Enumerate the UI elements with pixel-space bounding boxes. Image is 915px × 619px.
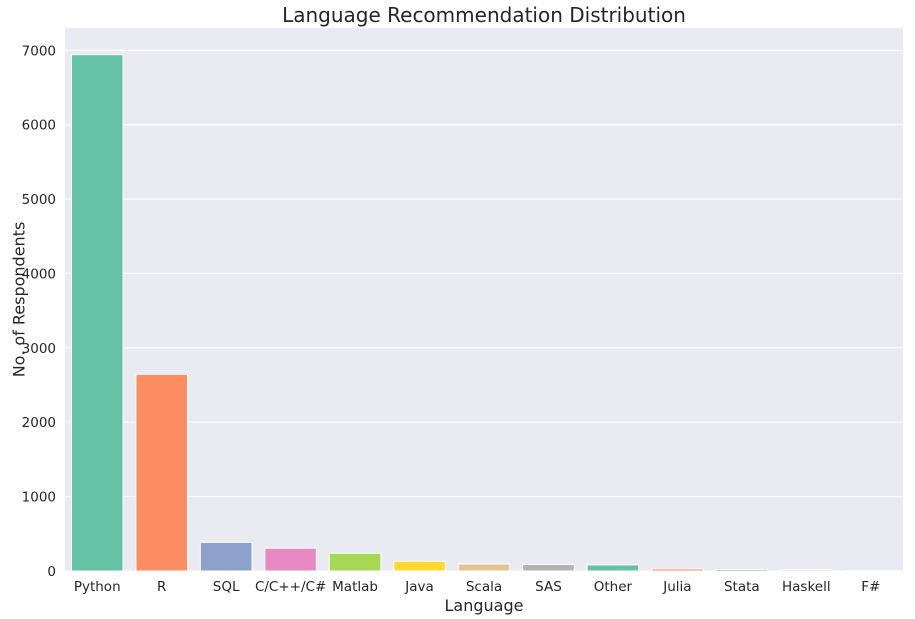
x-tick-label: SAS [535, 579, 562, 595]
y-tick-label: 6000 [22, 118, 56, 134]
plot-area [65, 28, 903, 571]
bars [70, 54, 898, 572]
x-tick-label: R [157, 579, 166, 595]
y-tick-label: 1000 [22, 490, 56, 506]
y-axis-label: No. of Respondents [10, 222, 29, 378]
bar-julia [651, 568, 704, 572]
bar-stata [715, 568, 769, 572]
x-tick-label: Matlab [332, 579, 378, 595]
y-tick-label: 7000 [22, 43, 56, 59]
y-tick-label: 5000 [22, 192, 56, 208]
x-tick-label: Julia [662, 579, 691, 595]
bar-java [393, 560, 446, 572]
x-tick-label: SQL [213, 579, 240, 595]
x-tick-label: F# [861, 579, 880, 595]
y-tick-label: 2000 [22, 415, 56, 431]
x-tick-label: Java [404, 579, 434, 595]
bar-other [586, 564, 640, 572]
y-tick-label: 3000 [22, 341, 56, 357]
x-tick-labels: Python R SQL C/C++/C# Matlab Java Scala SAS Othe… [74, 579, 880, 595]
bar-matlab [328, 552, 382, 572]
grid-lines [65, 49, 903, 572]
y-tick-labels: 0 1000 2000 3000 4000 5000 6000 7000 [22, 43, 56, 580]
bar-f [844, 570, 898, 572]
x-tick-label: Other [594, 579, 633, 595]
bar-python [70, 54, 124, 572]
x-tick-label: Python [74, 579, 121, 595]
x-tick-label: C/C++/C# [255, 579, 326, 595]
x-axis-label: Language [445, 596, 524, 615]
x-tick-label: Haskell [782, 579, 831, 595]
bar-sas [522, 563, 575, 572]
bar-c-c-c [264, 547, 317, 572]
chart-title: Language Recommendation Distribution [282, 3, 686, 27]
bar-r [135, 373, 188, 572]
bar-haskell [780, 569, 833, 572]
bar-sql [199, 541, 253, 572]
y-tick-label: 0 [47, 564, 56, 580]
bar-scala [457, 563, 511, 572]
x-tick-label: Scala [466, 579, 502, 595]
y-tick-label: 4000 [22, 266, 56, 282]
x-tick-label: Stata [724, 579, 760, 595]
